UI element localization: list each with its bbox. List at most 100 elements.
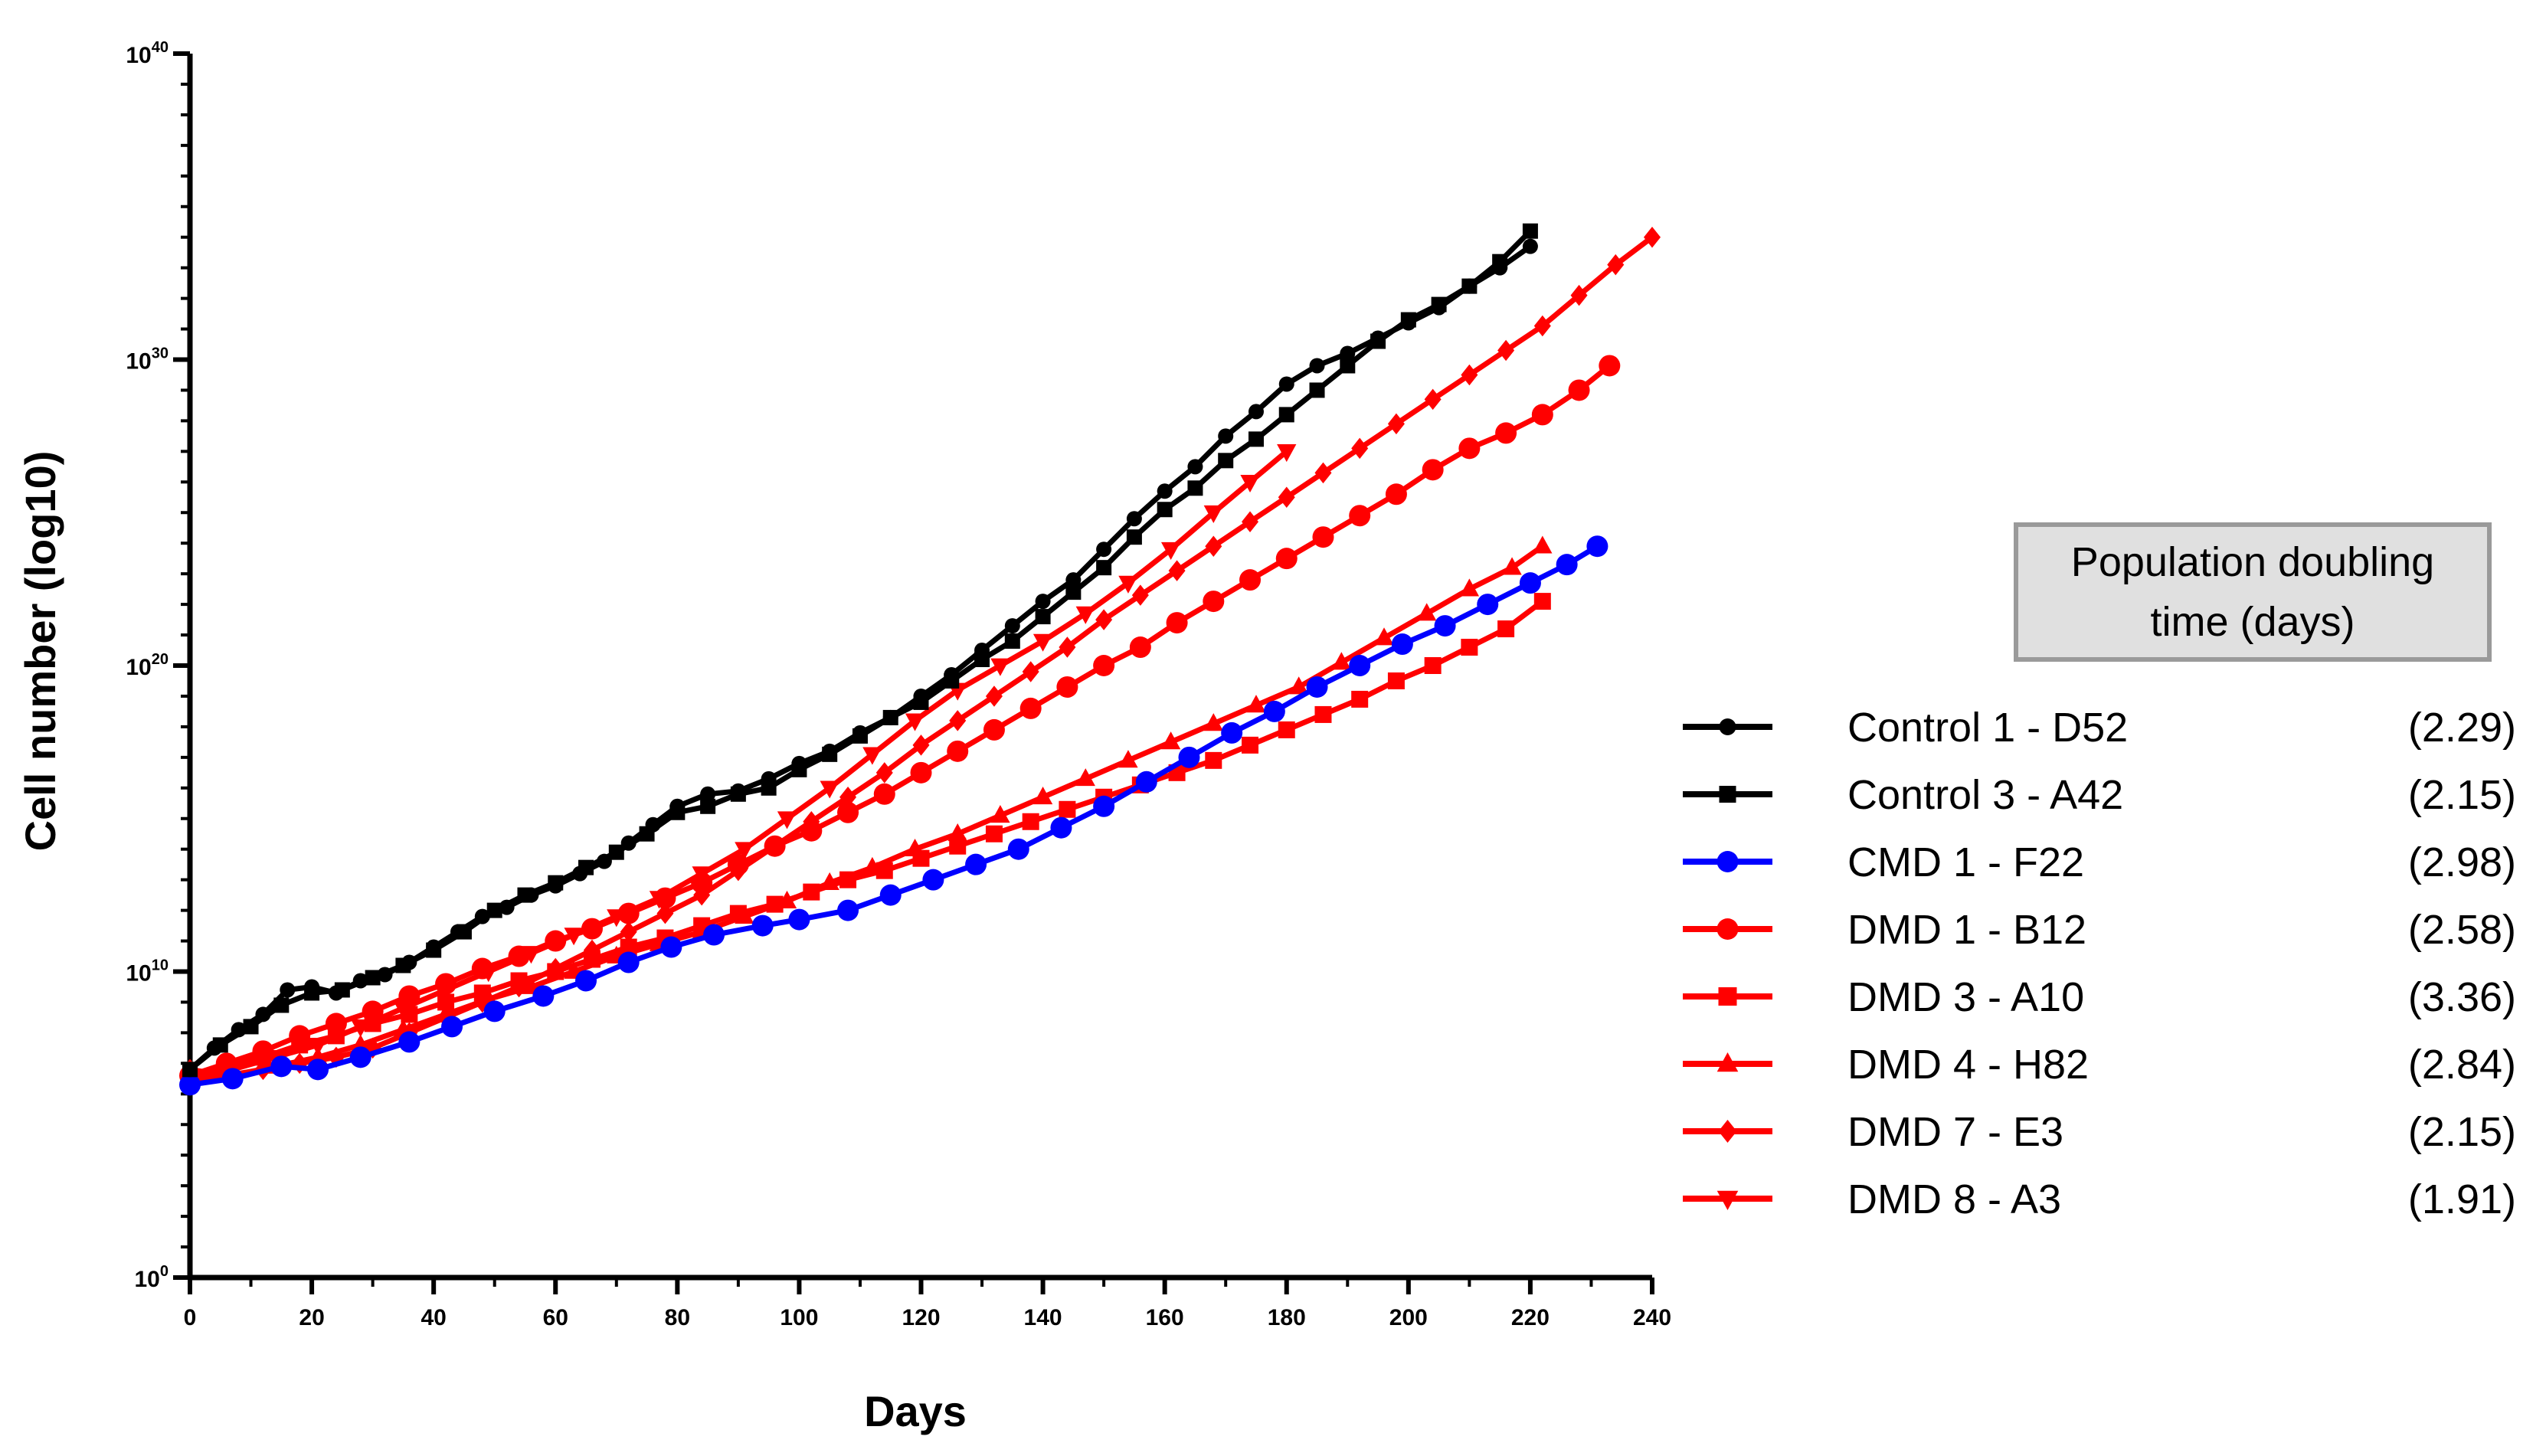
data-point bbox=[1118, 575, 1138, 594]
x-tick-label: 220 bbox=[1511, 1305, 1550, 1330]
data-point bbox=[922, 869, 944, 891]
data-point bbox=[1033, 633, 1053, 652]
data-point bbox=[777, 811, 797, 829]
data-point bbox=[882, 709, 898, 725]
data-point bbox=[456, 924, 472, 940]
data-point bbox=[852, 728, 868, 744]
data-point bbox=[1118, 750, 1138, 768]
data-point bbox=[1263, 700, 1285, 722]
data-point bbox=[965, 853, 987, 875]
data-point bbox=[1075, 768, 1095, 787]
data-point bbox=[1314, 462, 1332, 484]
x-tick-label: 140 bbox=[1024, 1305, 1062, 1330]
data-point bbox=[521, 946, 542, 964]
data-point bbox=[1095, 609, 1113, 630]
legend-label: DMD 1 - B12 bbox=[1847, 907, 2086, 953]
data-point bbox=[660, 936, 682, 958]
legend-item: DMD 8 - A3 (1.91) bbox=[1683, 1176, 2516, 1222]
data-point bbox=[1716, 1052, 1739, 1072]
data-point bbox=[1400, 312, 1416, 328]
data-point bbox=[1417, 603, 1437, 621]
data-point bbox=[1278, 486, 1295, 509]
data-point bbox=[1248, 431, 1264, 447]
data-point bbox=[1065, 572, 1082, 588]
x-tick-label: 0 bbox=[184, 1305, 197, 1330]
data-point bbox=[620, 921, 637, 943]
data-point bbox=[1248, 404, 1264, 420]
data-point bbox=[1502, 557, 1522, 575]
data-point bbox=[1168, 560, 1186, 581]
y-tick-label-base: 10 bbox=[126, 655, 151, 680]
data-point bbox=[730, 786, 746, 802]
data-point bbox=[1218, 428, 1234, 444]
data-point bbox=[1519, 572, 1541, 594]
data-point bbox=[990, 805, 1010, 823]
data-point bbox=[1351, 690, 1369, 708]
data-point bbox=[1275, 548, 1298, 570]
series-cmd-1-f22 bbox=[179, 535, 1608, 1096]
doubling-time-box-title-line2: time (days) bbox=[2150, 599, 2355, 645]
data-point bbox=[532, 985, 555, 1007]
data-point bbox=[1718, 987, 1737, 1006]
x-tick-label: 40 bbox=[421, 1305, 446, 1330]
y-axis-title: Cell number (log10) bbox=[16, 451, 64, 852]
series-line bbox=[189, 544, 1599, 1088]
data-point bbox=[837, 801, 859, 823]
data-point bbox=[875, 762, 893, 784]
data-point bbox=[735, 905, 754, 924]
data-point bbox=[1385, 483, 1407, 506]
data-point bbox=[1387, 672, 1405, 689]
data-point bbox=[656, 902, 674, 924]
series-line bbox=[189, 234, 1654, 1078]
data-point bbox=[1459, 578, 1480, 597]
data-point bbox=[1033, 787, 1053, 805]
data-point bbox=[1129, 636, 1151, 659]
data-point bbox=[426, 942, 442, 958]
data-point bbox=[944, 672, 960, 689]
data-point bbox=[1277, 444, 1297, 463]
x-tick-label: 180 bbox=[1268, 1305, 1306, 1330]
data-point bbox=[1533, 593, 1551, 610]
data-point bbox=[365, 970, 381, 986]
data-point bbox=[1004, 618, 1020, 634]
y-tick-label: 1020 bbox=[126, 651, 169, 680]
x-tick-label: 160 bbox=[1146, 1305, 1184, 1330]
legend-doubling-time: (2.98) bbox=[2408, 839, 2516, 885]
data-point bbox=[1050, 816, 1072, 839]
legend-doubling-time: (1.91) bbox=[2408, 1176, 2516, 1222]
data-point bbox=[1187, 459, 1203, 475]
data-point bbox=[905, 713, 925, 731]
data-point bbox=[1533, 315, 1551, 337]
data-point bbox=[1533, 535, 1553, 554]
data-point bbox=[1458, 437, 1481, 460]
y-tick-label-base: 10 bbox=[126, 349, 151, 375]
data-point bbox=[548, 875, 564, 891]
data-point bbox=[1035, 609, 1051, 625]
data-point bbox=[1306, 676, 1328, 698]
data-point bbox=[1093, 795, 1115, 817]
x-tick-label: 60 bbox=[543, 1305, 568, 1330]
data-point bbox=[1065, 584, 1082, 600]
data-point bbox=[985, 685, 1003, 707]
data-point bbox=[1178, 746, 1200, 768]
data-point bbox=[639, 826, 655, 842]
legend-item: DMD 3 - A10 (3.36) bbox=[1683, 974, 2516, 1020]
data-point bbox=[1203, 591, 1225, 613]
data-point bbox=[575, 970, 597, 992]
data-point bbox=[1349, 505, 1371, 527]
data-point bbox=[393, 1001, 414, 1019]
data-point bbox=[1461, 639, 1478, 656]
data-point bbox=[692, 866, 712, 885]
data-point bbox=[547, 957, 565, 980]
data-point bbox=[1314, 705, 1332, 723]
data-point bbox=[1568, 379, 1590, 401]
data-point bbox=[1522, 238, 1538, 254]
legend-doubling-time: (2.84) bbox=[2408, 1042, 2516, 1088]
data-point bbox=[1340, 358, 1356, 374]
data-point bbox=[983, 718, 1005, 741]
y-tick-label-exponent: 0 bbox=[160, 1263, 169, 1280]
data-point bbox=[974, 652, 990, 668]
data-point bbox=[1312, 526, 1334, 548]
legend-label: DMD 3 - A10 bbox=[1847, 974, 2084, 1020]
data-point bbox=[1059, 636, 1076, 658]
